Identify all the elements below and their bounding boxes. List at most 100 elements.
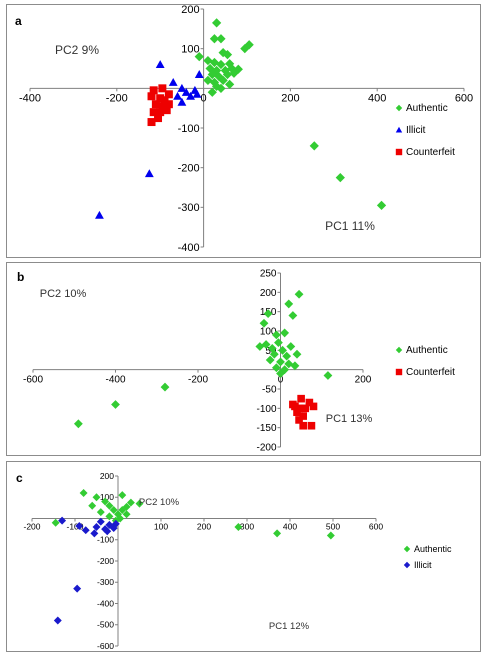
chart-panel-b: b-600-400-200020025020015010050-50-100-1… xyxy=(6,262,481,456)
authentic-point xyxy=(216,34,226,44)
authentic-point xyxy=(222,69,233,80)
authentic-point xyxy=(278,345,287,355)
authentic-point xyxy=(265,355,275,365)
authentic-point xyxy=(212,81,222,91)
illicit-point xyxy=(58,516,67,525)
y-tick-label: -500 xyxy=(97,620,114,630)
authentic-point xyxy=(212,65,222,76)
authentic-point xyxy=(122,510,131,519)
x-tick-label: 0 xyxy=(201,92,207,104)
counterfeit-point xyxy=(295,404,303,413)
authentic-point xyxy=(194,51,204,62)
pc1-label: PC1 12% xyxy=(269,621,310,632)
pc2-label: PC2 9% xyxy=(55,43,99,57)
authentic-point xyxy=(323,371,333,380)
illicit-point xyxy=(155,60,165,69)
illicit-point xyxy=(177,97,187,106)
scatter-plot-a: a -400 -200 0 200 400 600 200 100 -100 -200 -300 -40… xyxy=(15,5,473,254)
y-tick-label: -50 xyxy=(262,385,277,396)
y-tick-label: -600 xyxy=(97,641,114,651)
y-tick-label: -300 xyxy=(178,202,200,214)
legend-label-counterfeit: Counterfeit xyxy=(406,367,455,378)
x-tick-label: 300 xyxy=(240,522,254,532)
counterfeit-point xyxy=(147,92,156,101)
panel-letter-c: c xyxy=(16,471,23,485)
authentic-point xyxy=(309,141,319,151)
scatter-plot-b: b-600-400-200020025020015010050-50-100-1… xyxy=(17,269,455,454)
scatter-plot-c: c -200 -100 100 200 300 400 500 600 200 100 -100 -20… xyxy=(16,471,452,651)
authentic-point xyxy=(205,63,215,74)
panel-letter-a: a xyxy=(15,14,22,28)
series-authentic xyxy=(51,489,335,540)
y-tick-label: -100 xyxy=(97,535,114,545)
illicit-point xyxy=(95,210,104,219)
legend-label-authentic: Authentic xyxy=(414,544,452,554)
authentic-point xyxy=(282,351,292,361)
authentic-point xyxy=(51,518,60,527)
illicit-point xyxy=(194,70,204,78)
counterfeit-point xyxy=(291,402,299,411)
authentic-point xyxy=(284,299,294,309)
y-tick-label: 200 xyxy=(100,471,114,481)
authentic-point xyxy=(96,508,105,517)
counterfeit-point xyxy=(297,394,305,403)
illicit-point xyxy=(181,87,191,96)
legend-label-authentic: Authentic xyxy=(406,103,448,114)
pc1-label: PC1 11% xyxy=(325,219,375,233)
illicit-point xyxy=(90,529,99,538)
authentic-point xyxy=(233,64,243,74)
x-tick-label: -200 xyxy=(23,522,40,532)
pc1-label: PC1 13% xyxy=(326,413,373,425)
chart-panel-c: c -200 -100 100 200 300 400 500 600 200 100 -100 -20… xyxy=(6,461,481,652)
counterfeit-point xyxy=(301,404,310,413)
x-tick-label: 200 xyxy=(355,375,372,386)
chart-panel-a: a -400 -200 0 200 400 600 200 100 -100 -200 -300 -40… xyxy=(6,4,481,258)
x-tick-label: -400 xyxy=(19,92,41,104)
authentic-point xyxy=(114,510,122,519)
authentic-point xyxy=(335,172,345,183)
authentic-point xyxy=(218,75,228,86)
counterfeit-point xyxy=(162,106,171,115)
counterfeit-point xyxy=(149,108,158,117)
authentic-point xyxy=(209,57,220,68)
authentic-point xyxy=(269,349,279,359)
legend-marker-counterfeit xyxy=(395,148,403,156)
authentic-point xyxy=(105,512,114,521)
illicit-point xyxy=(173,91,182,100)
illicit-point xyxy=(109,524,118,533)
panel-letter-b: b xyxy=(17,270,24,284)
authentic-point xyxy=(244,40,254,50)
x-tick-label: 200 xyxy=(281,92,299,104)
authentic-point xyxy=(290,361,300,371)
authentic-point xyxy=(160,382,170,392)
y-tick-label: -100 xyxy=(256,404,276,415)
legend-marker-authentic xyxy=(403,545,411,553)
counterfeit-point xyxy=(156,94,165,103)
authentic-point xyxy=(229,68,239,78)
counterfeit-point xyxy=(309,402,318,411)
illicit-point xyxy=(53,616,62,625)
authentic-point xyxy=(212,18,222,28)
counterfeit-point xyxy=(149,86,158,95)
y-tick-label: -200 xyxy=(256,443,276,454)
authentic-point xyxy=(88,501,97,510)
x-tick-label: 500 xyxy=(326,522,340,532)
x-tick-label: -200 xyxy=(188,375,208,386)
counterfeit-point xyxy=(295,416,303,424)
authentic-point xyxy=(105,501,114,510)
x-tick-label: 600 xyxy=(455,92,473,104)
authentic-point xyxy=(209,77,220,88)
authentic-point xyxy=(376,200,387,210)
legend-label-illicit: Illicit xyxy=(406,125,426,136)
legend-marker-authentic xyxy=(395,104,403,112)
counterfeit-point xyxy=(160,96,169,105)
counterfeit-point xyxy=(158,102,167,111)
counterfeit-point xyxy=(147,118,156,127)
authentic-point xyxy=(280,365,290,375)
authentic-point xyxy=(234,523,243,531)
legend-marker-counterfeit xyxy=(395,368,403,376)
authentic-point xyxy=(207,69,217,80)
legend-label-counterfeit: Counterfeit xyxy=(406,147,455,158)
authentic-point xyxy=(101,497,110,506)
illicit-point xyxy=(168,77,178,86)
